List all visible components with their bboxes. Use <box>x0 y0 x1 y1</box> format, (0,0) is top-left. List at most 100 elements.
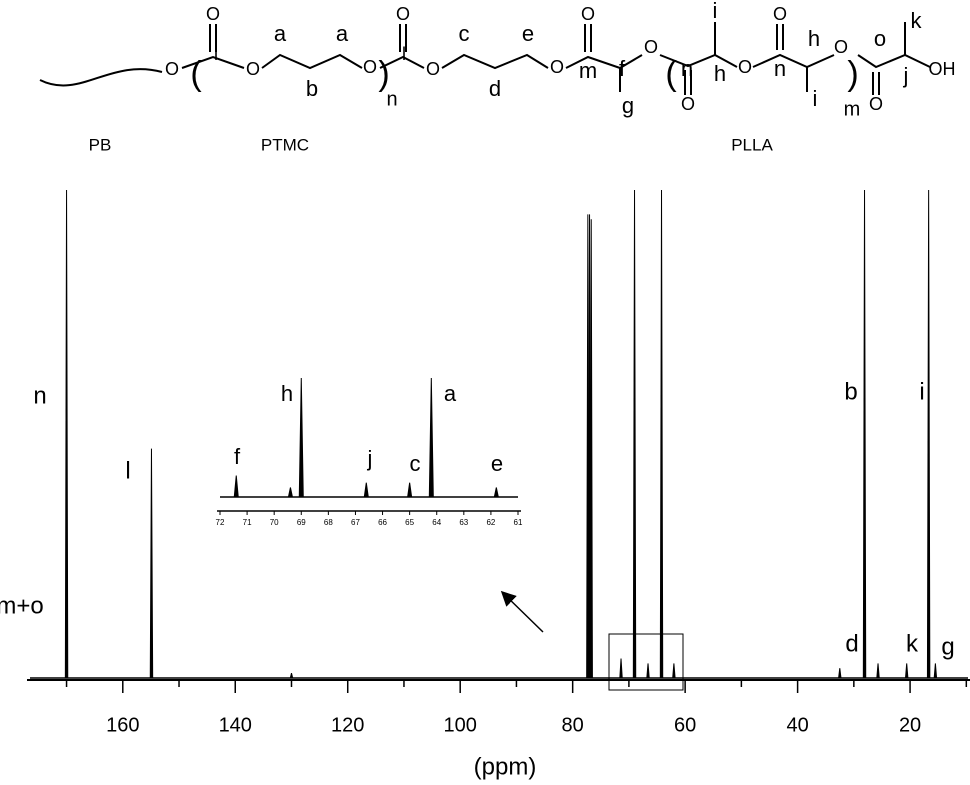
structure-label: O <box>246 59 260 79</box>
structure-label: f <box>619 56 626 81</box>
bond <box>752 53 835 69</box>
structure-label: g <box>622 93 634 118</box>
structure-label: h <box>714 61 726 86</box>
structure-label: O <box>363 57 377 77</box>
peak <box>428 377 434 498</box>
structure-label: h <box>808 26 820 51</box>
x-tick-label: 68 <box>324 518 333 527</box>
peak <box>876 663 880 679</box>
peak <box>933 663 938 679</box>
structure-label: l <box>402 44 406 64</box>
peak-label: f <box>234 444 241 469</box>
peak-label: i <box>919 378 924 405</box>
structure-label: O <box>773 4 787 24</box>
x-tick-label: 65 <box>405 518 414 527</box>
structure-label: a <box>336 21 349 46</box>
x-tick-label: 80 <box>562 714 584 736</box>
structure-label: O <box>581 4 595 24</box>
structure-label: ) <box>847 55 858 93</box>
peak-label: a <box>444 381 457 406</box>
x-tick-label: 160 <box>106 714 139 736</box>
peak-label: l <box>125 457 130 484</box>
structure-label: e <box>522 21 534 46</box>
structure-label: n <box>386 88 397 110</box>
bond <box>565 54 643 70</box>
structure-label: ( <box>665 55 677 93</box>
structure-label: i <box>813 86 818 111</box>
x-tick-label: 64 <box>432 518 441 527</box>
peak-label: b <box>844 378 857 405</box>
x-tick-label: 62 <box>486 518 495 527</box>
x-axis-label: (ppm) <box>474 753 537 780</box>
structure-label: O <box>165 59 179 79</box>
peak-label: c <box>410 451 421 476</box>
structure-label: a <box>274 21 287 46</box>
peak <box>64 189 69 679</box>
structure-label: O <box>206 4 220 24</box>
peak <box>838 668 842 679</box>
peak <box>298 377 304 498</box>
peak <box>904 663 909 679</box>
structure-label: o <box>874 26 886 51</box>
peak <box>632 189 637 679</box>
peak <box>493 487 499 498</box>
peak <box>363 482 369 498</box>
structure-label: l <box>214 44 218 64</box>
peak-label: h <box>281 381 293 406</box>
structure-label: O <box>681 94 695 114</box>
main-spectrum: 160 140 120 100 80 60 40 20 (ppm) n l m+o b i d k g <box>0 189 970 780</box>
x-tick-label: 71 <box>243 518 252 527</box>
peak <box>407 482 413 498</box>
structure-label: n <box>774 56 786 81</box>
structure-label: d <box>489 76 501 101</box>
peak <box>672 663 676 679</box>
peak <box>646 663 650 679</box>
x-tick-label: 60 <box>674 714 696 736</box>
peak-label: j <box>367 446 373 471</box>
structure-label: i <box>713 0 718 23</box>
structure-label: O <box>396 4 410 24</box>
peak-label: m+o <box>0 592 44 619</box>
x-tick-label: 66 <box>378 518 387 527</box>
inset-spectrum: 72 71 70 69 68 67 66 65 64 63 62 61 f h j c a e <box>216 377 523 527</box>
x-tick-label: 140 <box>219 714 252 736</box>
x-tick-label: 40 <box>786 714 808 736</box>
peak <box>619 658 623 679</box>
bond <box>261 53 363 70</box>
peak <box>233 475 239 498</box>
structure-label: O <box>738 57 752 77</box>
x-tick-label: 120 <box>331 714 364 736</box>
zoom-arrow <box>500 590 544 633</box>
peak <box>149 448 154 679</box>
peak <box>659 189 664 679</box>
x-tick-label: 69 <box>297 518 306 527</box>
bond <box>441 53 549 70</box>
peak-label: d <box>845 630 858 657</box>
structure-label: ) <box>378 55 389 93</box>
x-tick-label: 61 <box>514 518 523 527</box>
peak <box>287 487 294 498</box>
peaks <box>233 377 499 498</box>
x-tick-label: 67 <box>351 518 360 527</box>
bond <box>659 53 738 68</box>
x-tick-label: 70 <box>270 518 279 527</box>
peak <box>289 673 294 679</box>
structure-label: b <box>306 76 318 101</box>
peak <box>862 189 867 679</box>
structure-label: O <box>869 94 883 114</box>
x-tick-label: 100 <box>444 714 477 736</box>
structure-label: O <box>550 57 564 77</box>
structure-label: O <box>834 37 848 57</box>
x-tick-label: 20 <box>899 714 921 736</box>
structure-label: m <box>579 58 597 83</box>
structure-label: j <box>903 63 909 88</box>
structure-label: n <box>681 56 693 81</box>
x-tick-label: 63 <box>459 518 468 527</box>
bond <box>379 55 425 69</box>
structure-label: O <box>644 37 658 57</box>
structure-label: m <box>844 98 861 120</box>
bond <box>181 55 245 69</box>
peak-label: n <box>33 382 46 409</box>
